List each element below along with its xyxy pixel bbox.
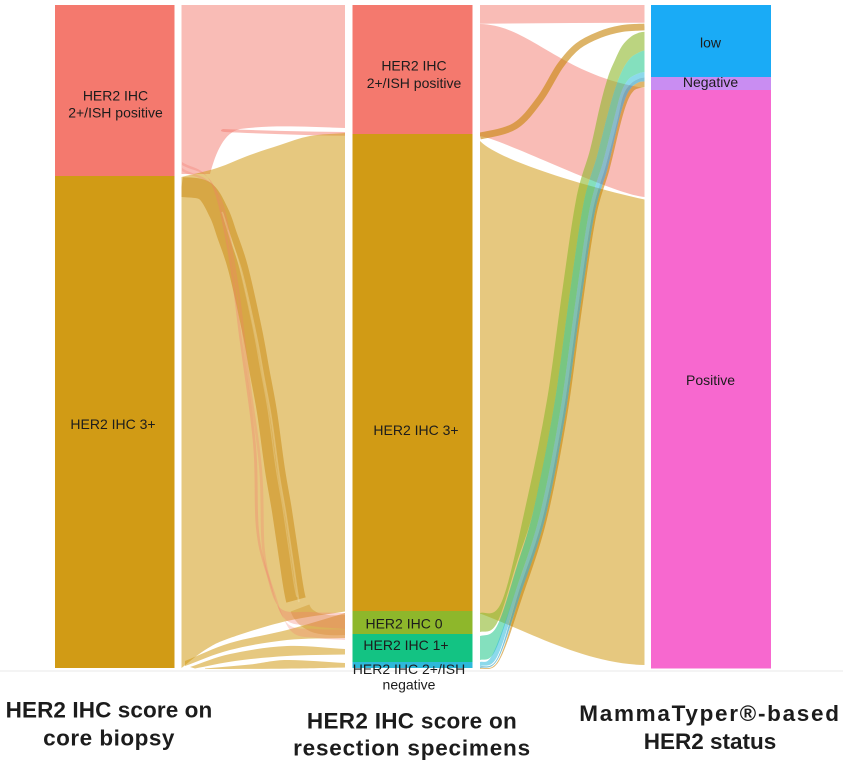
- svg-text:resection specimens: resection specimens: [293, 736, 531, 761]
- svg-text:2+/ISH positive: 2+/ISH positive: [367, 75, 462, 91]
- svg-text:HER2 status: HER2 status: [644, 729, 777, 754]
- svg-text:HER2 IHC 0: HER2 IHC 0: [365, 616, 442, 632]
- svg-text:HER2 IHC 3+: HER2 IHC 3+: [70, 416, 155, 432]
- svg-text:Positive: Positive: [686, 372, 735, 388]
- svg-text:core biopsy: core biopsy: [43, 726, 175, 751]
- svg-text:HER2 IHC 3+: HER2 IHC 3+: [373, 422, 458, 438]
- svg-text:HER2 IHC 2+/ISH: HER2 IHC 2+/ISH: [353, 661, 465, 677]
- svg-text:HER2 IHC score on: HER2 IHC score on: [6, 698, 213, 723]
- svg-text:HER2 IHC: HER2 IHC: [381, 58, 446, 74]
- svg-text:Negative: Negative: [683, 74, 738, 90]
- svg-text:HER2 IHC 1+: HER2 IHC 1+: [363, 637, 448, 653]
- svg-text:negative: negative: [383, 677, 436, 693]
- svg-text:HER2 IHC: HER2 IHC: [83, 88, 148, 104]
- svg-text:MammaTyper®-based: MammaTyper®-based: [579, 701, 840, 726]
- svg-text:HER2 IHC score on: HER2 IHC score on: [307, 709, 517, 734]
- svg-text:low: low: [700, 35, 722, 51]
- svg-text:2+/ISH positive: 2+/ISH positive: [68, 105, 163, 121]
